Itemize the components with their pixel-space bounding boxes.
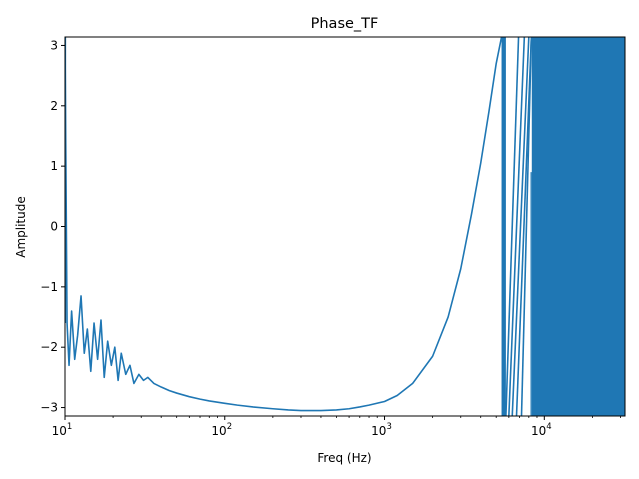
phase-wrap-solid-region — [531, 37, 625, 416]
plot-area — [65, 37, 625, 416]
x-tick-label: 101 — [52, 422, 73, 438]
y-axis-label: Amplitude — [14, 196, 28, 258]
y-tick-label: 0 — [50, 220, 58, 234]
y-tick-label: 3 — [50, 38, 58, 52]
x-axis-label: Freq (Hz) — [317, 451, 371, 465]
phase-wrap-line — [511, 37, 530, 416]
phase-wrap-line — [515, 37, 533, 416]
y-tick-label: −2 — [40, 340, 58, 354]
x-tick-label: 104 — [531, 422, 552, 438]
phase-wrap-line — [520, 37, 533, 416]
x-tick-label: 102 — [211, 422, 232, 438]
x-tick-label: 103 — [371, 422, 392, 438]
y-tick-label: 1 — [50, 159, 58, 173]
y-tick-label: −1 — [40, 280, 58, 294]
series-line-0 — [65, 37, 503, 412]
y-tick-label: 2 — [50, 99, 58, 113]
phase-wrap-band — [501, 37, 506, 416]
phase-wrap-edge — [530, 172, 532, 416]
axes: 3 2 1 0 −1 −2 −3 101 102 103 104 — [40, 36, 626, 438]
chart-title: Phase_TF — [311, 16, 379, 32]
y-tick-label: −3 — [40, 401, 58, 415]
phase-wrap-line — [505, 37, 520, 416]
phase-wrap-line — [508, 37, 526, 416]
